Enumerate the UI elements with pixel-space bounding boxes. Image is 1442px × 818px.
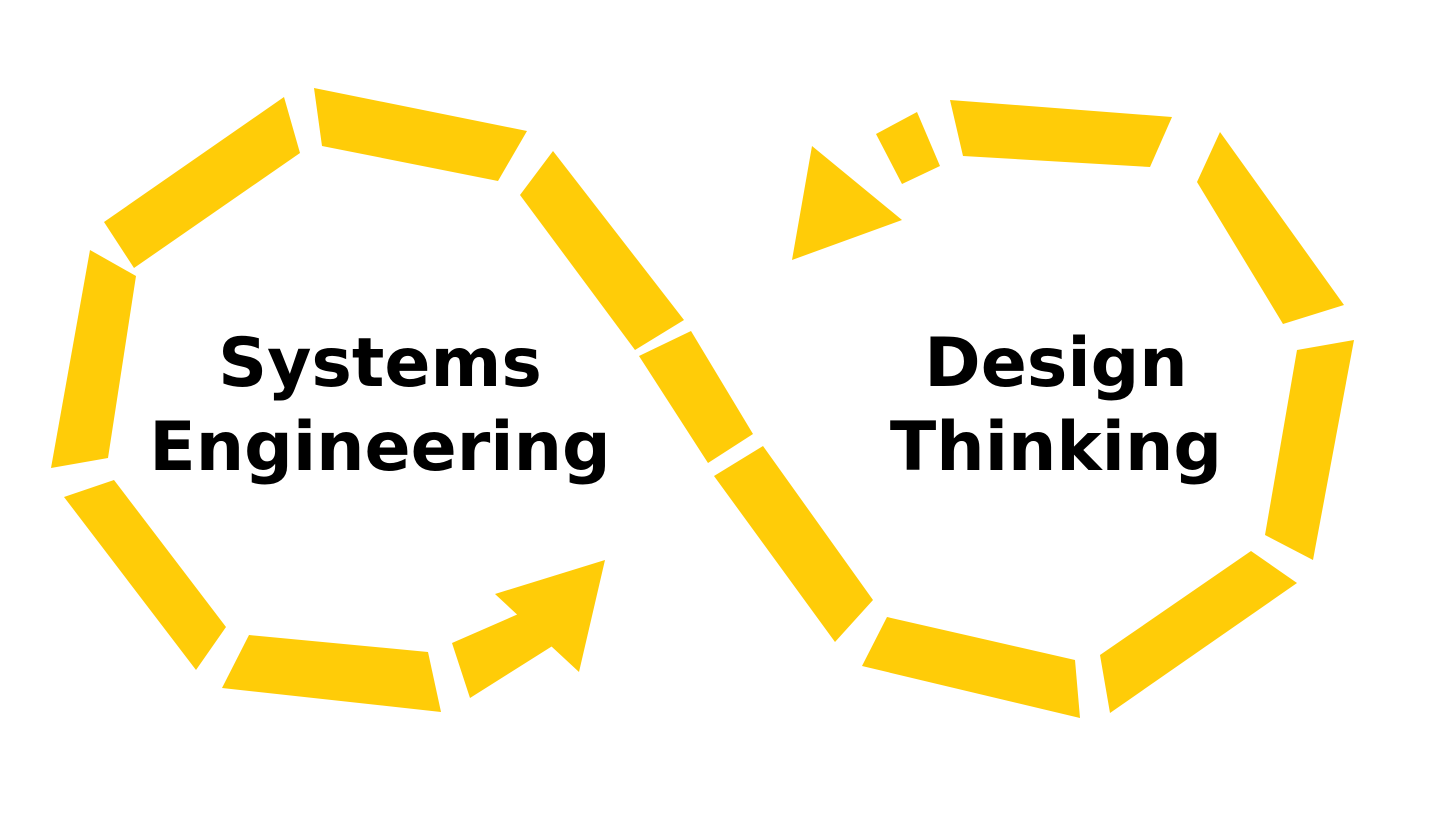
label-line: Design [924,324,1188,403]
label-line: Engineering [149,408,611,487]
loop-dash-segment [222,635,441,712]
loop-dash-segment [1265,340,1354,560]
loop-dash-segment [862,617,1080,718]
loop-dash-segment [639,331,753,463]
loop-dash-segment [714,446,873,642]
loop-dash-segment [1100,551,1297,713]
loop-dash-segment [314,88,527,181]
label-line: Systems [218,324,542,403]
loop-dash-segment [1197,132,1344,324]
label-line: Thinking [889,408,1223,487]
loop-dash-segment [51,250,136,468]
arrow-head-icon [792,146,902,260]
arrow-head-icon [495,560,605,672]
loop-dash-segment [876,112,940,184]
loop-dash-segment [520,151,684,350]
loop-dash-segment [64,480,226,670]
systems-engineering-label: Systems Engineering [120,322,640,490]
design-thinking-label: Design Thinking [796,322,1316,490]
loop-dash-segment [104,97,300,268]
loop-dash-segment [950,100,1172,167]
